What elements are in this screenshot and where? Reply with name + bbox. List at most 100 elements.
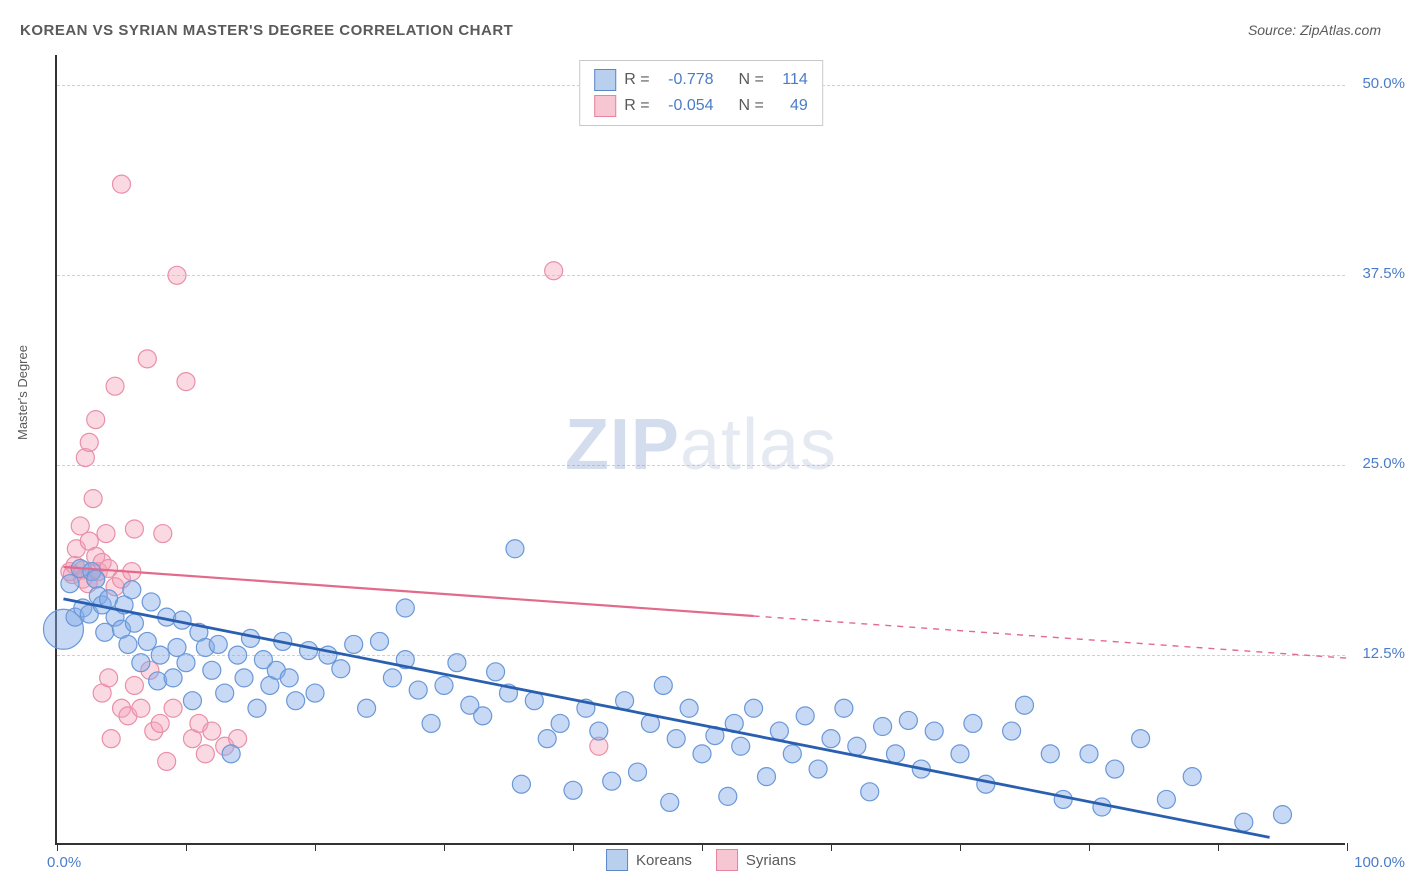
legend-swatch — [594, 69, 616, 91]
chart-title: KOREAN VS SYRIAN MASTER'S DEGREE CORRELA… — [20, 22, 513, 39]
data-point — [835, 699, 853, 717]
data-point — [629, 763, 647, 781]
x-axis-label: 0.0% — [47, 854, 81, 871]
data-point — [1041, 745, 1059, 763]
y-tick-label: 25.0% — [1362, 455, 1405, 472]
x-tick — [1218, 843, 1219, 851]
data-point — [306, 684, 324, 702]
data-point — [512, 775, 530, 793]
legend-row: R =-0.054 N =49 — [594, 93, 808, 119]
data-point — [396, 599, 414, 617]
x-tick — [57, 843, 58, 851]
data-point — [693, 745, 711, 763]
data-point — [680, 699, 698, 717]
data-point — [149, 672, 167, 690]
data-point — [97, 525, 115, 543]
data-point — [732, 737, 750, 755]
legend-swatch — [594, 95, 616, 117]
r-label: R = — [624, 93, 649, 119]
data-point — [113, 175, 131, 193]
legend-label: Koreans — [636, 852, 692, 869]
x-tick — [186, 843, 187, 851]
data-point — [1080, 745, 1098, 763]
data-point — [196, 745, 214, 763]
data-point — [87, 570, 105, 588]
data-point — [1157, 790, 1175, 808]
data-point — [770, 722, 788, 740]
data-point — [125, 676, 143, 694]
data-point — [809, 760, 827, 778]
data-point — [203, 722, 221, 740]
data-point — [551, 714, 569, 732]
data-point — [590, 722, 608, 740]
series-legend: Koreans Syrians — [606, 849, 796, 871]
data-point — [745, 699, 763, 717]
data-point — [474, 707, 492, 725]
data-point — [506, 540, 524, 558]
legend-row: R =-0.778 N =114 — [594, 67, 808, 93]
data-point — [125, 520, 143, 538]
data-point — [203, 661, 221, 679]
data-point — [848, 737, 866, 755]
data-point — [1016, 696, 1034, 714]
data-point — [222, 745, 240, 763]
data-point — [1132, 730, 1150, 748]
data-point — [796, 707, 814, 725]
data-point — [1003, 722, 1021, 740]
data-point — [1274, 806, 1292, 824]
data-point — [100, 669, 118, 687]
data-point — [951, 745, 969, 763]
r-label: R = — [624, 67, 649, 93]
legend-item: Koreans — [606, 849, 692, 871]
data-point — [332, 660, 350, 678]
data-point — [235, 669, 253, 687]
trend-line-dashed — [754, 616, 1347, 658]
data-point — [280, 669, 298, 687]
data-point — [887, 745, 905, 763]
data-point — [287, 692, 305, 710]
data-point — [1235, 813, 1253, 831]
data-point — [142, 593, 160, 611]
data-point — [177, 654, 195, 672]
data-point — [874, 718, 892, 736]
n-label: N = — [738, 67, 763, 93]
y-axis-label: Master's Degree — [15, 345, 30, 440]
data-point — [154, 525, 172, 543]
data-point — [358, 699, 376, 717]
data-point — [822, 730, 840, 748]
x-tick — [1347, 843, 1348, 851]
data-point — [371, 632, 389, 650]
correlation-legend: R =-0.778 N =114R =-0.054 N =49 — [579, 60, 823, 126]
data-point — [102, 730, 120, 748]
n-value: 114 — [772, 67, 808, 93]
data-point — [422, 714, 440, 732]
x-tick — [960, 843, 961, 851]
data-point — [177, 373, 195, 391]
legend-swatch — [716, 849, 738, 871]
x-tick — [831, 843, 832, 851]
x-tick — [444, 843, 445, 851]
legend-label: Syrians — [746, 852, 796, 869]
data-point — [654, 676, 672, 694]
data-point — [164, 669, 182, 687]
data-point — [1106, 760, 1124, 778]
r-value: -0.054 — [658, 93, 714, 119]
data-point — [603, 772, 621, 790]
data-point — [758, 768, 776, 786]
data-point — [1054, 790, 1072, 808]
data-point — [899, 711, 917, 729]
data-point — [168, 266, 186, 284]
data-point — [448, 654, 466, 672]
scatter-svg — [57, 55, 1345, 843]
data-point — [616, 692, 634, 710]
data-point — [964, 714, 982, 732]
data-point — [435, 676, 453, 694]
n-value: 49 — [772, 93, 808, 119]
data-point — [183, 692, 201, 710]
data-point — [719, 787, 737, 805]
data-point — [409, 681, 427, 699]
legend-item: Syrians — [716, 849, 796, 871]
data-point — [345, 635, 363, 653]
x-tick — [573, 843, 574, 851]
data-point — [158, 752, 176, 770]
